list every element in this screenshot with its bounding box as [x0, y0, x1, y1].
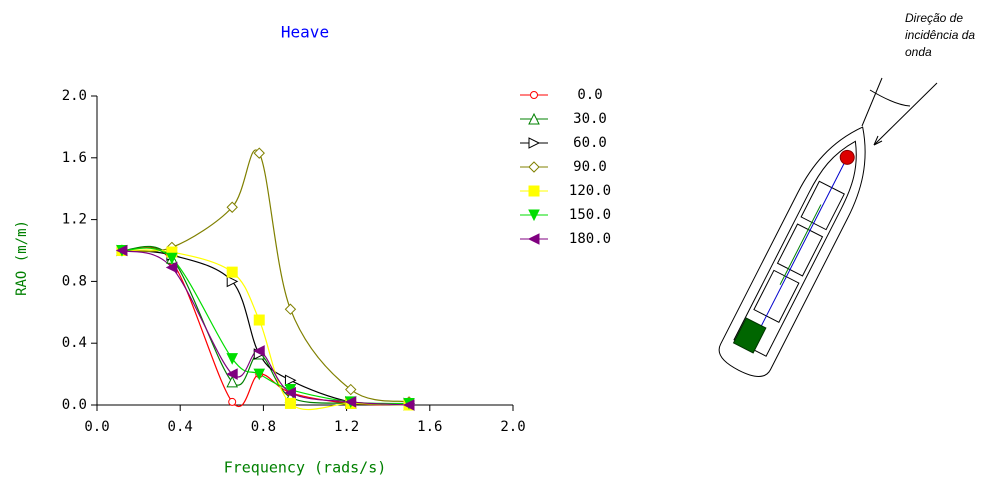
chart: Heave Frequency (rads/s) RAO (m/m) Direç… [0, 0, 1006, 482]
data-point [285, 398, 295, 408]
series-line [122, 248, 409, 403]
ship-diagram [714, 78, 937, 383]
legend-marker [531, 92, 538, 99]
y-tick-label: 1.6 [62, 150, 87, 166]
x-tick-label: 0.4 [168, 419, 193, 435]
annotation: incidência da [905, 28, 975, 42]
legend-label: 150.0 [569, 207, 611, 223]
series-line [122, 247, 409, 406]
x-tick-label: 1.6 [417, 419, 442, 435]
annotation: Direção de [905, 11, 963, 25]
annotation: onda [905, 45, 932, 59]
series-line [122, 246, 409, 405]
legend-label: 180.0 [569, 231, 611, 247]
legend-marker [529, 234, 539, 244]
data-point [227, 276, 237, 286]
data-point [254, 315, 264, 325]
legend-label: 120.0 [569, 183, 611, 199]
x-tick-label: 2.0 [500, 419, 525, 435]
x-tick-label: 1.2 [334, 419, 359, 435]
x-tick-label: 0.8 [251, 419, 276, 435]
y-tick-label: 0.8 [62, 273, 87, 289]
series-line [122, 251, 409, 406]
y-tick-label: 0.4 [62, 335, 87, 351]
legend-marker [529, 162, 539, 172]
data-point [229, 398, 236, 405]
legend-label: 30.0 [573, 111, 607, 127]
y-tick-label: 2.0 [62, 88, 87, 104]
series-line [122, 250, 409, 410]
legend-label: 0.0 [577, 87, 602, 103]
chart-title: Heave [281, 23, 329, 42]
x-tick-label: 0.0 [84, 419, 109, 435]
legend-label: 60.0 [573, 135, 607, 151]
data-point [285, 375, 295, 385]
series-line [122, 251, 409, 405]
legend-marker [529, 138, 539, 148]
y-axis-label: RAO (m/m) [14, 220, 30, 296]
data-point [227, 267, 237, 277]
x-axis-label: Frequency (rads/s) [224, 459, 387, 477]
legend-marker [529, 186, 539, 196]
y-tick-label: 1.2 [62, 212, 87, 228]
legend-label: 90.0 [573, 159, 607, 175]
data-point [285, 304, 295, 314]
y-tick-label: 0.0 [62, 397, 87, 413]
page: {"chart_data": {"type": "line", "title":… [0, 0, 1006, 482]
